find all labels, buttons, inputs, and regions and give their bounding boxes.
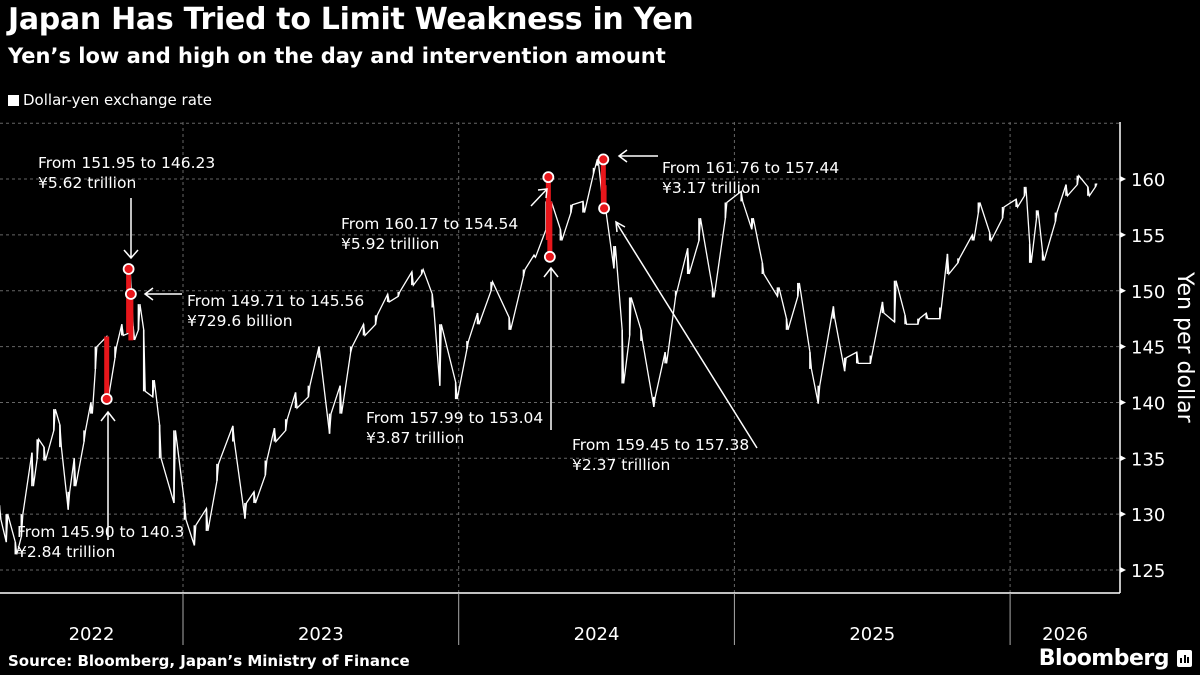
chart-subtitle: Yen’s low and high on the day and interv… xyxy=(8,44,666,68)
annotation-3-line2: ¥729.6 billion xyxy=(187,312,293,330)
arrow-down-icon xyxy=(123,198,139,260)
arrow-up-icon xyxy=(543,266,559,430)
y-tick-label: 125 xyxy=(1131,561,1165,582)
gridlines xyxy=(0,122,1126,593)
x-tick-label: 2023 xyxy=(298,624,344,645)
y-tick xyxy=(1120,343,1126,350)
intervention-marker xyxy=(598,202,610,215)
y-tick xyxy=(1120,231,1126,238)
y-tick xyxy=(1120,455,1126,462)
legend: Dollar-yen exchange rate xyxy=(8,91,212,109)
annotation-6-line2: ¥3.17 trillion xyxy=(662,179,760,197)
x-tick-label: 2026 xyxy=(1042,624,1088,645)
y-tick-label: 160 xyxy=(1131,170,1165,191)
y-tick-label: 150 xyxy=(1131,282,1165,303)
chart-icon xyxy=(1177,650,1192,667)
annotation-1-line1: From 145.90 to 140.3 xyxy=(17,523,184,541)
annotation-2-line1: From 151.95 to 146.23 xyxy=(38,154,215,172)
intervention-marker xyxy=(543,250,556,263)
bloomberg-logo: Bloomberg xyxy=(1039,646,1192,671)
annotation-4-line2: ¥5.92 trillion xyxy=(341,235,439,253)
annotation-4-line1: From 160.17 to 154.54 xyxy=(341,215,518,233)
arrow-diagonal-icon xyxy=(615,220,758,449)
annotation-7-line1: From 159.45 to 157.38 xyxy=(572,436,749,454)
arrow-diagonal-icon xyxy=(530,188,548,207)
y-tick-labels: 125 130 135 140 145 150 155 160 xyxy=(1131,170,1165,582)
y-tick xyxy=(1120,287,1126,294)
y-tick-label: 145 xyxy=(1131,338,1165,359)
x-tick-label: 2025 xyxy=(849,624,895,645)
series-line xyxy=(0,159,1098,555)
legend-label: Dollar-yen exchange rate xyxy=(23,91,213,109)
arrow-left-icon xyxy=(617,149,658,163)
annotation-1-line2: ¥2.84 trillion xyxy=(17,543,115,561)
annotation-arrows xyxy=(100,149,758,540)
legend-swatch xyxy=(8,94,19,106)
chart-title: Japan Has Tried to Limit Weakness in Yen xyxy=(8,2,694,37)
axes xyxy=(0,122,1121,594)
intervention-marker xyxy=(542,171,555,184)
annotation-7-line2: ¥2.37 trillion xyxy=(572,456,670,474)
y-tick-label: 130 xyxy=(1131,505,1165,526)
y-axis-title: Yen per dollar xyxy=(1172,271,1197,424)
x-tick-label: 2022 xyxy=(69,624,115,645)
intervention-marker xyxy=(122,263,135,275)
x-tick-labels: 2022 2023 2024 2025 2026 xyxy=(69,593,1088,645)
annotation-5-line1: From 157.99 to 153.04 xyxy=(366,409,543,427)
annotation-5-line2: ¥3.87 trillion xyxy=(366,429,464,447)
annotation-2-line2: ¥5.62 trillion xyxy=(38,174,136,192)
y-tick-label: 155 xyxy=(1131,226,1165,247)
y-tick xyxy=(1120,511,1126,518)
intervention-bars xyxy=(104,159,607,399)
intervention-marker xyxy=(597,153,610,166)
x-tick-label: 2024 xyxy=(574,624,620,645)
y-tick xyxy=(1120,399,1126,406)
series-dollar-yen xyxy=(0,159,1098,555)
intervention-markers xyxy=(100,153,610,405)
y-tick xyxy=(1120,567,1126,573)
arrow-up-icon xyxy=(100,410,116,540)
y-tick-label: 140 xyxy=(1131,393,1165,414)
intervention-marker xyxy=(100,393,113,405)
intervention-marker xyxy=(124,288,137,300)
arrow-left-icon xyxy=(143,287,182,301)
annotation-3-line1: From 149.71 to 145.56 xyxy=(187,292,364,310)
annotation-6-line1: From 161.76 to 157.44 xyxy=(662,159,839,177)
annotation-labels: From 145.90 to 140.3 ¥2.84 trillion From… xyxy=(17,154,839,561)
y-tick xyxy=(1120,176,1126,183)
y-tick-label: 135 xyxy=(1131,449,1165,470)
source-note: Source: Bloomberg, Japan’s Ministry of F… xyxy=(8,652,410,670)
logo-text: Bloomberg xyxy=(1038,646,1170,671)
